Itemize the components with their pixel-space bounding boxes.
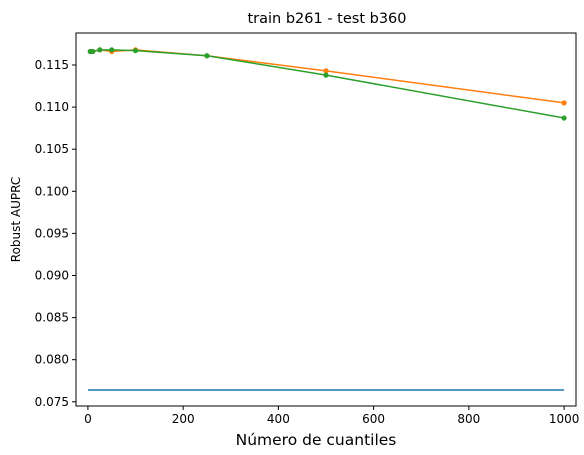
series-3-line: [90, 49, 565, 119]
x-tick-label: 400: [267, 412, 290, 426]
y-tick-label: 0.110: [35, 100, 69, 114]
series-3-point: [97, 47, 103, 53]
y-tick-label: 0.080: [35, 353, 69, 367]
y-tick-label: 0.090: [35, 268, 69, 282]
x-axis-label: Número de cuantiles: [236, 431, 397, 449]
y-tick-label: 0.105: [35, 142, 69, 156]
series-2-point: [323, 68, 329, 74]
y-tick-label: 0.085: [35, 311, 69, 325]
y-axis-label: Robust AUPRC: [9, 177, 23, 262]
y-tick-label: 0.100: [35, 184, 69, 198]
y-tick-label: 0.095: [35, 226, 69, 240]
series-3-point: [561, 115, 567, 121]
x-axis-ticks: 0 200 400 600 800 1000: [84, 406, 579, 426]
series-2-point: [561, 100, 567, 106]
series-3: [87, 47, 567, 121]
x-tick-label: 800: [457, 412, 480, 426]
chart-title: train b261 - test b360: [247, 11, 406, 27]
x-tick-label: 600: [362, 412, 385, 426]
series-3-point: [90, 48, 96, 55]
plot-frame: [75, 32, 577, 407]
series-3-point: [323, 72, 329, 78]
series-3-point: [204, 53, 210, 59]
series-3-point: [132, 48, 139, 54]
y-axis-ticks: 0.075 0.080 0.085 0.090 0.095 0.100 0.105 0.110…: [35, 58, 76, 409]
y-tick-label: 0.115: [35, 58, 69, 72]
x-tick-label: 200: [172, 412, 195, 426]
x-tick-label: 1000: [549, 412, 580, 426]
x-tick-label: 0: [84, 412, 92, 426]
series-layer: [87, 47, 567, 391]
y-tick-label: 0.075: [35, 395, 69, 409]
series-3-point: [109, 47, 115, 53]
